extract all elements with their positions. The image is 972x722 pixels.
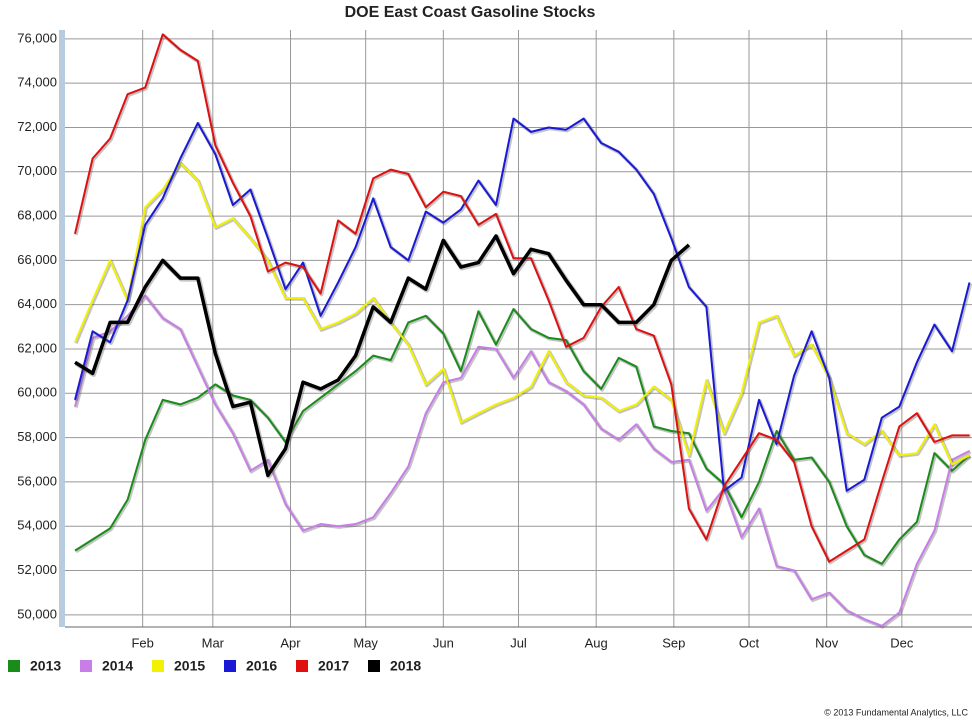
y-tick-label: 76,000 [17, 30, 57, 45]
chart-title: DOE East Coast Gasoline Stocks [345, 4, 596, 21]
x-tick-label: Feb [131, 635, 153, 650]
legend-swatch [224, 660, 236, 672]
legend-swatch [152, 660, 164, 672]
legend-swatch [80, 660, 92, 672]
y-tick-label: 68,000 [17, 208, 57, 223]
legend-swatch [368, 660, 380, 672]
y-tick-label: 58,000 [17, 429, 57, 444]
line-shadow [74, 295, 972, 629]
axis-bar [59, 30, 65, 627]
y-tick-label: 54,000 [17, 518, 57, 533]
line-shadow [74, 33, 971, 565]
y-tick-label: 62,000 [17, 340, 57, 355]
y-tick-label: 50,000 [17, 606, 57, 621]
y-tick-label: 64,000 [17, 296, 57, 311]
y-tick-label: 72,000 [17, 119, 57, 134]
x-tick-label: Oct [739, 635, 760, 650]
x-tick-label: May [353, 635, 378, 650]
x-tick-label: Aug [585, 635, 608, 650]
x-tick-label: Sep [662, 635, 685, 650]
legend-label: 2015 [174, 658, 205, 674]
legend-label: 2016 [246, 658, 277, 674]
x-tick-label: Mar [202, 635, 225, 650]
line-shadow [74, 234, 692, 479]
legend-label: 2017 [318, 658, 349, 674]
legend-swatch [8, 660, 20, 672]
legend-label: 2013 [30, 658, 61, 674]
series-line [74, 117, 971, 492]
y-tick-label: 66,000 [17, 252, 57, 267]
y-tick-label: 74,000 [17, 75, 57, 90]
x-tick-label: Dec [890, 635, 914, 650]
line-shadow [74, 117, 972, 494]
x-tick-label: Nov [815, 635, 839, 650]
series-line [74, 234, 691, 478]
x-tick-label: Apr [280, 635, 301, 650]
y-tick-label: 56,000 [17, 473, 57, 488]
y-tick-label: 60,000 [17, 385, 57, 400]
y-tick-label: 52,000 [17, 562, 57, 577]
x-tick-label: Jul [510, 635, 527, 650]
x-tick-label: Jun [433, 635, 454, 650]
series-line [74, 161, 970, 466]
series-line [74, 308, 971, 565]
y-tick-label: 70,000 [17, 163, 57, 178]
legend-label: 2018 [390, 658, 421, 674]
series-line [74, 33, 970, 563]
footnote: © 2013 Fundamental Analytics, LLC [824, 707, 968, 717]
series-line [74, 294, 970, 627]
legend-swatch [296, 660, 308, 672]
legend-label: 2014 [102, 658, 133, 674]
